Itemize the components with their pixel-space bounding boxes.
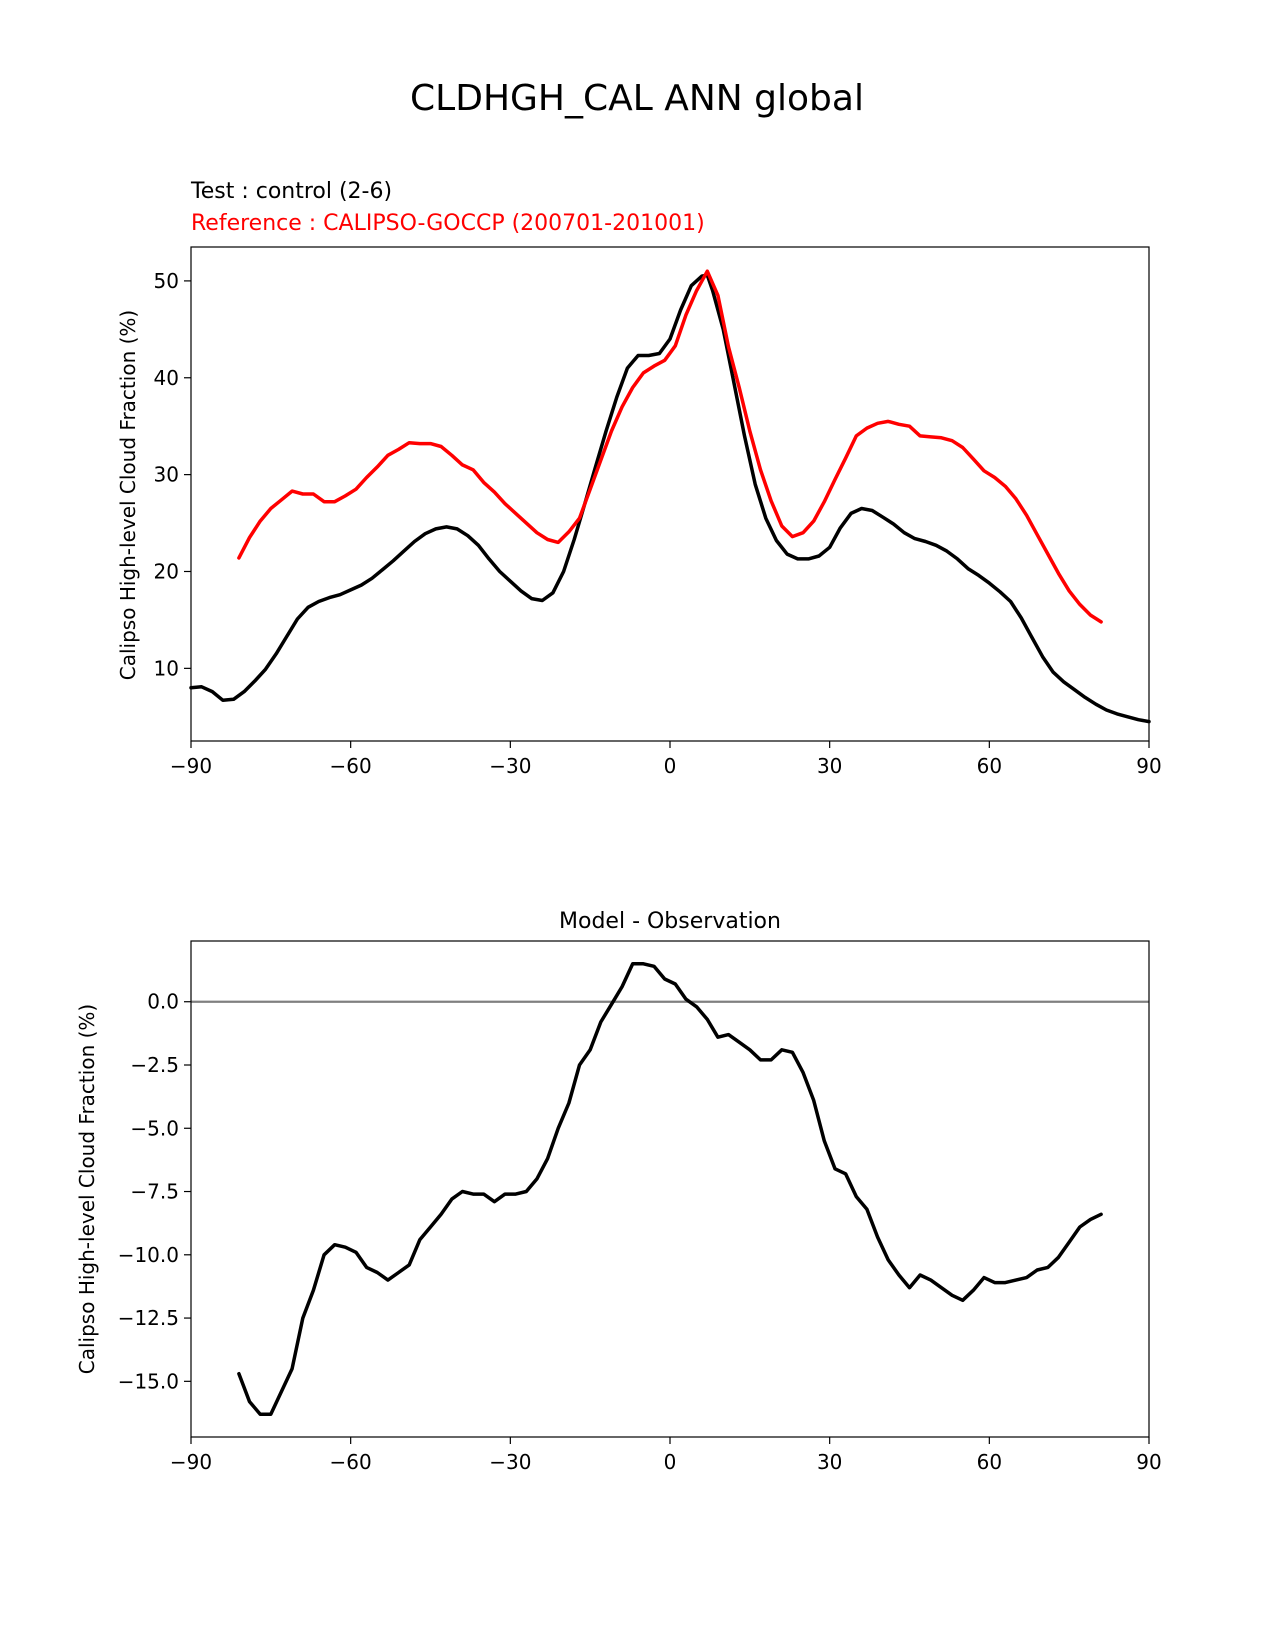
bottom-x-tick-label: −30: [489, 1450, 531, 1474]
top-chart: Test : control (2-6) Reference : CALIPSO…: [116, 179, 1162, 778]
bottom-y-tick-label: −15.0: [118, 1369, 179, 1393]
bottom-y-tick-label: 0.0: [147, 990, 179, 1014]
bottom-x-tick-label: 0: [664, 1450, 677, 1474]
bottom-y-axis-label: Calipso High-level Cloud Fraction (%): [75, 1004, 99, 1374]
bottom-plot-frame: [190, 940, 1150, 1438]
bottom-y-tick-label: −2.5: [130, 1053, 179, 1077]
bottom-y-tick-label: −12.5: [118, 1306, 179, 1330]
bottom-x-tick-label: 60: [977, 1450, 1002, 1474]
test-label: Test : control (2-6): [190, 179, 392, 204]
bottom-axis-ticks: −90 −60 −30 0 30 60 90 0.0 −2.5 −5.0 −7.5 −10.0 −12.…: [118, 990, 1162, 1474]
reference-label: Reference : CALIPSO-GOCCP (200701-201001…: [191, 211, 705, 236]
bottom-y-tick-label: −10.0: [118, 1243, 179, 1267]
top-x-tick-label: 90: [1136, 754, 1161, 778]
top-axis-ticks: −90 −60 −30 0 30 60 90 10 20 30 40 50: [154, 269, 1162, 778]
top-series-lines: [189, 269, 1151, 724]
top-y-tick-label: 50: [154, 269, 179, 293]
bottom-series-line-diff: [237, 962, 1103, 1416]
bottom-chart-title: Model - Observation: [559, 909, 781, 934]
top-x-tick-label: 0: [664, 754, 677, 778]
bottom-x-tick-label: 90: [1136, 1450, 1161, 1474]
bottom-x-tick-label: −60: [330, 1450, 372, 1474]
top-series-line-reference: [237, 269, 1103, 624]
top-series-line-test: [189, 273, 1151, 724]
top-x-tick-label: −30: [489, 754, 531, 778]
figure-title: CLDHGH_CAL ANN global: [410, 78, 864, 119]
bottom-y-tick-label: −5.0: [130, 1116, 179, 1140]
bottom-series-lines: [191, 962, 1149, 1416]
bottom-x-tick-label: 30: [817, 1450, 842, 1474]
top-y-tick-label: 20: [154, 559, 179, 583]
bottom-x-tick-label: −90: [170, 1450, 212, 1474]
bottom-chart: Model - Observation Calipso High-level C…: [75, 909, 1162, 1474]
bottom-y-tick-label: −7.5: [130, 1180, 179, 1204]
top-x-tick-label: 30: [817, 754, 842, 778]
top-y-tick-label: 10: [154, 656, 179, 680]
top-y-axis-label: Calipso High-level Cloud Fraction (%): [116, 310, 140, 680]
top-plot-frame: [190, 246, 1150, 742]
top-x-tick-label: −90: [170, 754, 212, 778]
top-x-tick-label: 60: [977, 754, 1002, 778]
top-x-tick-label: −60: [330, 754, 372, 778]
top-y-tick-label: 30: [154, 463, 179, 487]
top-y-tick-label: 40: [154, 366, 179, 390]
